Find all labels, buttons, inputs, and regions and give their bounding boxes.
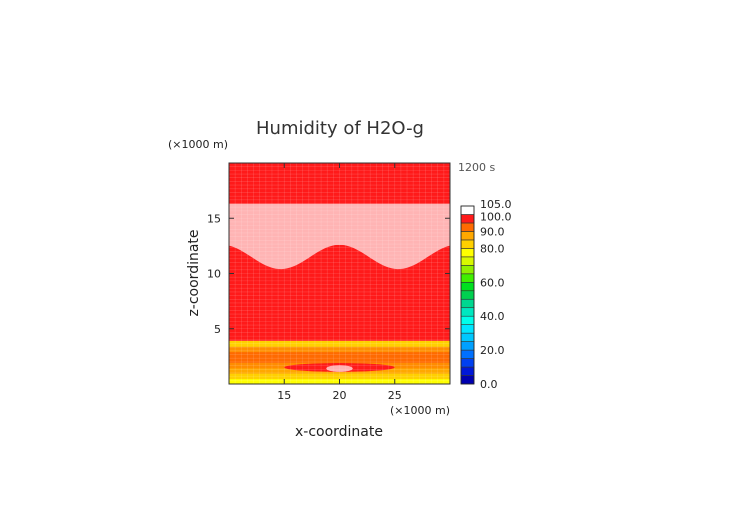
field-lower-gradient-stripe xyxy=(229,351,450,358)
colorbar-swatch xyxy=(460,349,475,359)
colorbar-swatch xyxy=(460,358,475,368)
colorbar-swatch xyxy=(460,231,475,241)
field-lower-gradient-stripe xyxy=(229,373,450,380)
plot-grid xyxy=(229,163,450,384)
colorbar-label: 0.0 xyxy=(480,378,498,391)
colorbar-swatch xyxy=(460,239,475,249)
y-unit-label: (×1000 m) xyxy=(168,138,228,151)
x-axis-label: x-coordinate xyxy=(295,424,383,440)
colorbar-swatch xyxy=(460,265,475,275)
colorbar-swatch xyxy=(460,298,475,309)
field-supersaturated-band xyxy=(229,203,450,270)
y-tick-label: 10 xyxy=(207,268,221,281)
colorbar-swatch xyxy=(460,281,475,292)
colorbar-swatch xyxy=(460,214,475,224)
colorbar-swatch xyxy=(460,222,475,232)
x-axis: 15 20 25 xyxy=(277,163,402,402)
time-label: 1200 s xyxy=(458,161,495,174)
field-lower-gradient-stripe xyxy=(229,340,450,347)
field-lens-supersaturated xyxy=(326,365,353,372)
plot-area xyxy=(229,163,450,385)
colorbar-frame xyxy=(460,205,475,385)
y-tick-label: 15 xyxy=(207,212,221,225)
x-tick-label: 15 xyxy=(277,389,291,402)
colorbar-swatch xyxy=(460,332,475,342)
colorbar-label: 80.0 xyxy=(480,242,505,255)
colorbar-swatch xyxy=(460,324,475,334)
x-unit-label: (×1000 m) xyxy=(390,404,450,417)
colorbar-swatch xyxy=(460,248,475,258)
y-tick-label: 5 xyxy=(214,323,221,336)
colorbar-label: 20.0 xyxy=(480,344,505,357)
field-lower-gradient-stripe xyxy=(229,357,450,363)
colorbar-label: 40.0 xyxy=(480,310,505,323)
y-axis: 5 10 15 xyxy=(207,212,450,336)
colorbar-label: 60.0 xyxy=(480,276,505,289)
x-tick-label: 20 xyxy=(333,389,347,402)
colorbar-swatch xyxy=(460,273,475,283)
y-axis-label: z-coordinate xyxy=(186,229,202,316)
x-tick-label: 25 xyxy=(388,389,402,402)
colorbar-swatch xyxy=(460,375,475,385)
colorbar-label: 90.0 xyxy=(480,225,505,238)
chart-title: Humidity of H2O-g xyxy=(256,118,424,139)
colorbar-label: 105.0 xyxy=(480,198,512,211)
colorbar-swatch xyxy=(460,256,475,266)
colorbar-swatch xyxy=(460,290,475,300)
colorbar-label: 100.0 xyxy=(480,210,512,223)
colorbar-swatch xyxy=(460,366,475,376)
field-upper-saturated xyxy=(229,163,450,204)
colorbar-swatch xyxy=(460,205,475,215)
colorbar-swatch xyxy=(460,315,475,325)
colorbar-swatch xyxy=(460,341,475,351)
field-lower-gradient-stripe xyxy=(229,346,450,353)
colorbar-swatch xyxy=(460,307,475,317)
